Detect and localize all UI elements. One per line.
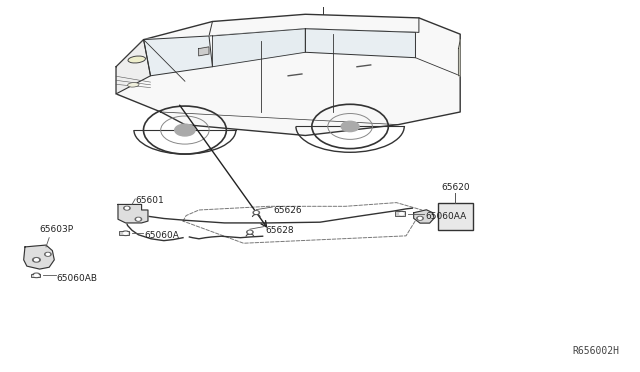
Polygon shape xyxy=(198,47,209,56)
Polygon shape xyxy=(458,39,460,76)
Bar xyxy=(31,273,40,277)
Circle shape xyxy=(255,212,258,214)
Circle shape xyxy=(341,121,359,132)
Polygon shape xyxy=(143,36,212,76)
Circle shape xyxy=(35,259,38,261)
Text: 65060AA: 65060AA xyxy=(425,212,467,221)
Circle shape xyxy=(253,211,259,214)
Text: R656002H: R656002H xyxy=(573,346,620,356)
Bar xyxy=(119,231,129,235)
Polygon shape xyxy=(116,14,460,135)
Text: 65628: 65628 xyxy=(265,225,294,234)
Text: 65626: 65626 xyxy=(273,206,302,215)
Bar xyxy=(395,211,404,216)
Bar xyxy=(438,203,473,230)
Circle shape xyxy=(397,211,405,216)
Circle shape xyxy=(135,217,141,221)
Polygon shape xyxy=(305,29,415,58)
Ellipse shape xyxy=(128,56,145,63)
Circle shape xyxy=(399,212,403,215)
Circle shape xyxy=(35,274,38,276)
Text: 65603P: 65603P xyxy=(40,225,74,234)
Circle shape xyxy=(137,218,140,220)
Polygon shape xyxy=(116,39,150,94)
Circle shape xyxy=(46,253,49,255)
Polygon shape xyxy=(212,29,305,67)
Circle shape xyxy=(175,124,195,136)
Circle shape xyxy=(33,273,40,278)
Text: 65601: 65601 xyxy=(135,196,164,205)
Text: 65620: 65620 xyxy=(441,183,470,192)
Ellipse shape xyxy=(127,83,139,87)
Circle shape xyxy=(246,230,253,234)
Text: 65060AB: 65060AB xyxy=(57,273,98,282)
Circle shape xyxy=(248,231,252,233)
Polygon shape xyxy=(118,205,148,223)
Circle shape xyxy=(33,258,40,262)
Polygon shape xyxy=(413,210,434,223)
Polygon shape xyxy=(24,245,54,269)
Circle shape xyxy=(124,232,127,234)
Circle shape xyxy=(417,217,423,220)
Circle shape xyxy=(125,207,129,209)
Circle shape xyxy=(45,253,51,256)
Circle shape xyxy=(122,231,129,235)
Circle shape xyxy=(419,217,422,219)
Text: 65060A: 65060A xyxy=(145,231,180,240)
Circle shape xyxy=(124,206,130,210)
